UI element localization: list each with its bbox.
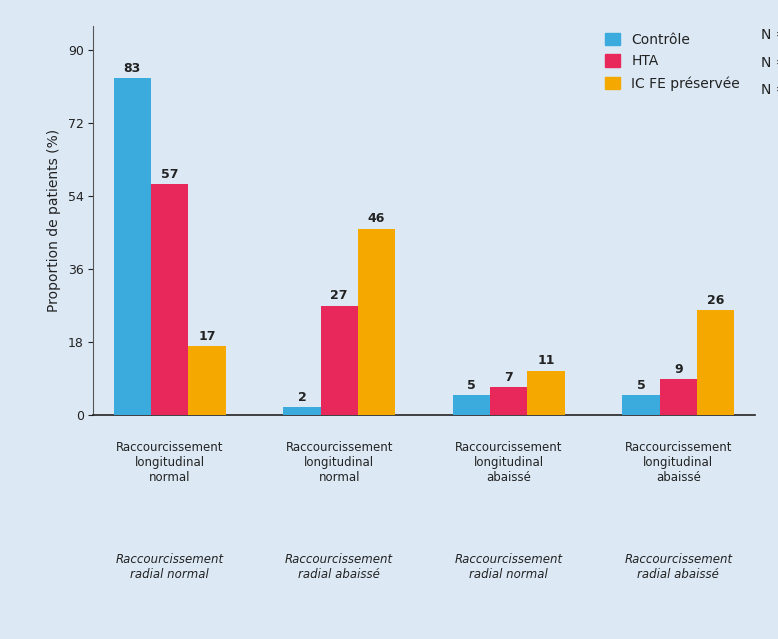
Legend: Contrôle, HTA, IC FE préservée: Contrôle, HTA, IC FE préservée [601, 29, 745, 95]
Text: 5: 5 [467, 379, 476, 392]
Text: Raccourcissement
longitudinal
abaissé: Raccourcissement longitudinal abaissé [455, 441, 562, 484]
Text: 27: 27 [331, 289, 348, 302]
Text: Raccourcissement
radial abaissé: Raccourcissement radial abaissé [286, 553, 394, 581]
Text: 2: 2 [297, 391, 307, 404]
Text: Raccourcissement
radial normal: Raccourcissement radial normal [454, 553, 562, 581]
Text: 57: 57 [161, 167, 178, 181]
Bar [321, 305, 358, 415]
Text: 17: 17 [198, 330, 216, 343]
Text: N = 120: N = 120 [761, 56, 778, 70]
Text: 26: 26 [707, 293, 724, 307]
Bar [283, 407, 321, 415]
Y-axis label: Proportion de patients (%): Proportion de patients (%) [47, 129, 61, 312]
Text: Raccourcissement
longitudinal
abaissé: Raccourcissement longitudinal abaissé [625, 441, 732, 484]
Text: Raccourcissement
radial abaissé: Raccourcissement radial abaissé [624, 553, 732, 581]
Bar [151, 184, 188, 415]
Text: 9: 9 [674, 362, 682, 376]
Bar [660, 379, 697, 415]
Text: Raccourcissement
longitudinal
normal: Raccourcissement longitudinal normal [286, 441, 393, 484]
Bar [188, 346, 226, 415]
Bar [622, 395, 660, 415]
Text: 83: 83 [124, 62, 141, 75]
Text: 11: 11 [538, 355, 555, 367]
Bar [697, 310, 734, 415]
Text: Raccourcissement
longitudinal
normal: Raccourcissement longitudinal normal [116, 441, 223, 484]
Bar [490, 387, 527, 415]
Text: Raccourcissement
radial normal: Raccourcissement radial normal [116, 553, 224, 581]
Text: 5: 5 [636, 379, 646, 392]
Text: 7: 7 [504, 371, 513, 383]
Bar [527, 371, 565, 415]
Bar [453, 395, 490, 415]
Text: N = 60: N = 60 [761, 83, 778, 97]
Bar [358, 229, 395, 415]
Text: N = 120: N = 120 [761, 28, 778, 42]
Bar [114, 79, 151, 415]
Text: 46: 46 [368, 212, 385, 226]
